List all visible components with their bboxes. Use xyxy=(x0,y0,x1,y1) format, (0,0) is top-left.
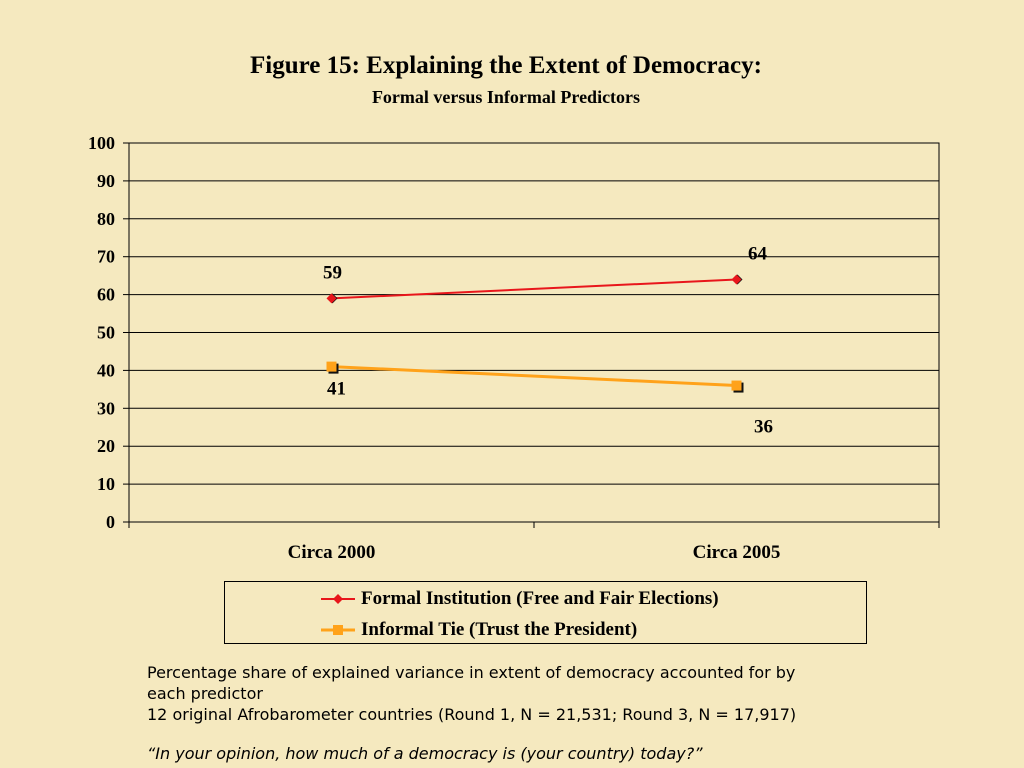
data-label: 41 xyxy=(327,379,346,400)
y-tick-label: 60 xyxy=(97,285,115,305)
y-tick-label: 10 xyxy=(97,474,115,494)
legend-marker-informal xyxy=(321,625,355,635)
survey-question: “In your opinion, how much of a democrac… xyxy=(147,744,703,763)
data-point xyxy=(326,361,337,372)
legend-item-informal: Informal Tie (Trust the President) xyxy=(321,618,637,642)
legend-marker-formal xyxy=(321,594,355,604)
y-tick-label: 40 xyxy=(97,360,115,380)
legend-label-formal: Formal Institution (Free and Fair Electi… xyxy=(361,588,719,609)
data-point xyxy=(326,293,337,304)
x-tick-label: Circa 2000 xyxy=(288,542,376,563)
y-tick-label: 50 xyxy=(97,323,115,343)
note-line-1: Percentage share of explained variance i… xyxy=(147,663,796,682)
legend-label-informal: Informal Tie (Trust the President) xyxy=(361,619,638,640)
y-tick-label: 30 xyxy=(97,398,115,418)
series-line-informal xyxy=(331,365,737,388)
note-line-2: each predictor xyxy=(147,684,263,703)
y-tick-label: 20 xyxy=(97,436,115,456)
y-tick-label: 70 xyxy=(97,247,115,267)
legend-item-formal: Formal Institution (Free and Fair Electi… xyxy=(321,587,719,611)
data-label: 36 xyxy=(754,417,773,438)
chart-title: Figure 15: Explaining the Extent of Demo… xyxy=(250,52,762,79)
y-tick-label: 90 xyxy=(97,171,115,191)
data-label: 59 xyxy=(323,262,342,283)
x-tick-label: Circa 2005 xyxy=(693,542,781,563)
series-line-formal xyxy=(331,278,737,300)
note-line-3: 12 original Afrobarometer countries (Rou… xyxy=(147,705,797,724)
data-label: 64 xyxy=(748,243,768,264)
line-chart: 0 10 20 30 40 50 60 70 80 90 100 Circa 2000 Circa 20… xyxy=(88,133,940,563)
y-tick-label: 0 xyxy=(106,512,115,532)
data-point xyxy=(731,380,742,391)
y-tick-label: 80 xyxy=(97,209,115,229)
chart-subtitle: Formal versus Informal Predictors xyxy=(371,87,641,107)
data-point xyxy=(731,274,742,285)
y-tick-label: 100 xyxy=(88,133,115,153)
chart-legend: Formal Institution (Free and Fair Electi… xyxy=(224,581,867,644)
